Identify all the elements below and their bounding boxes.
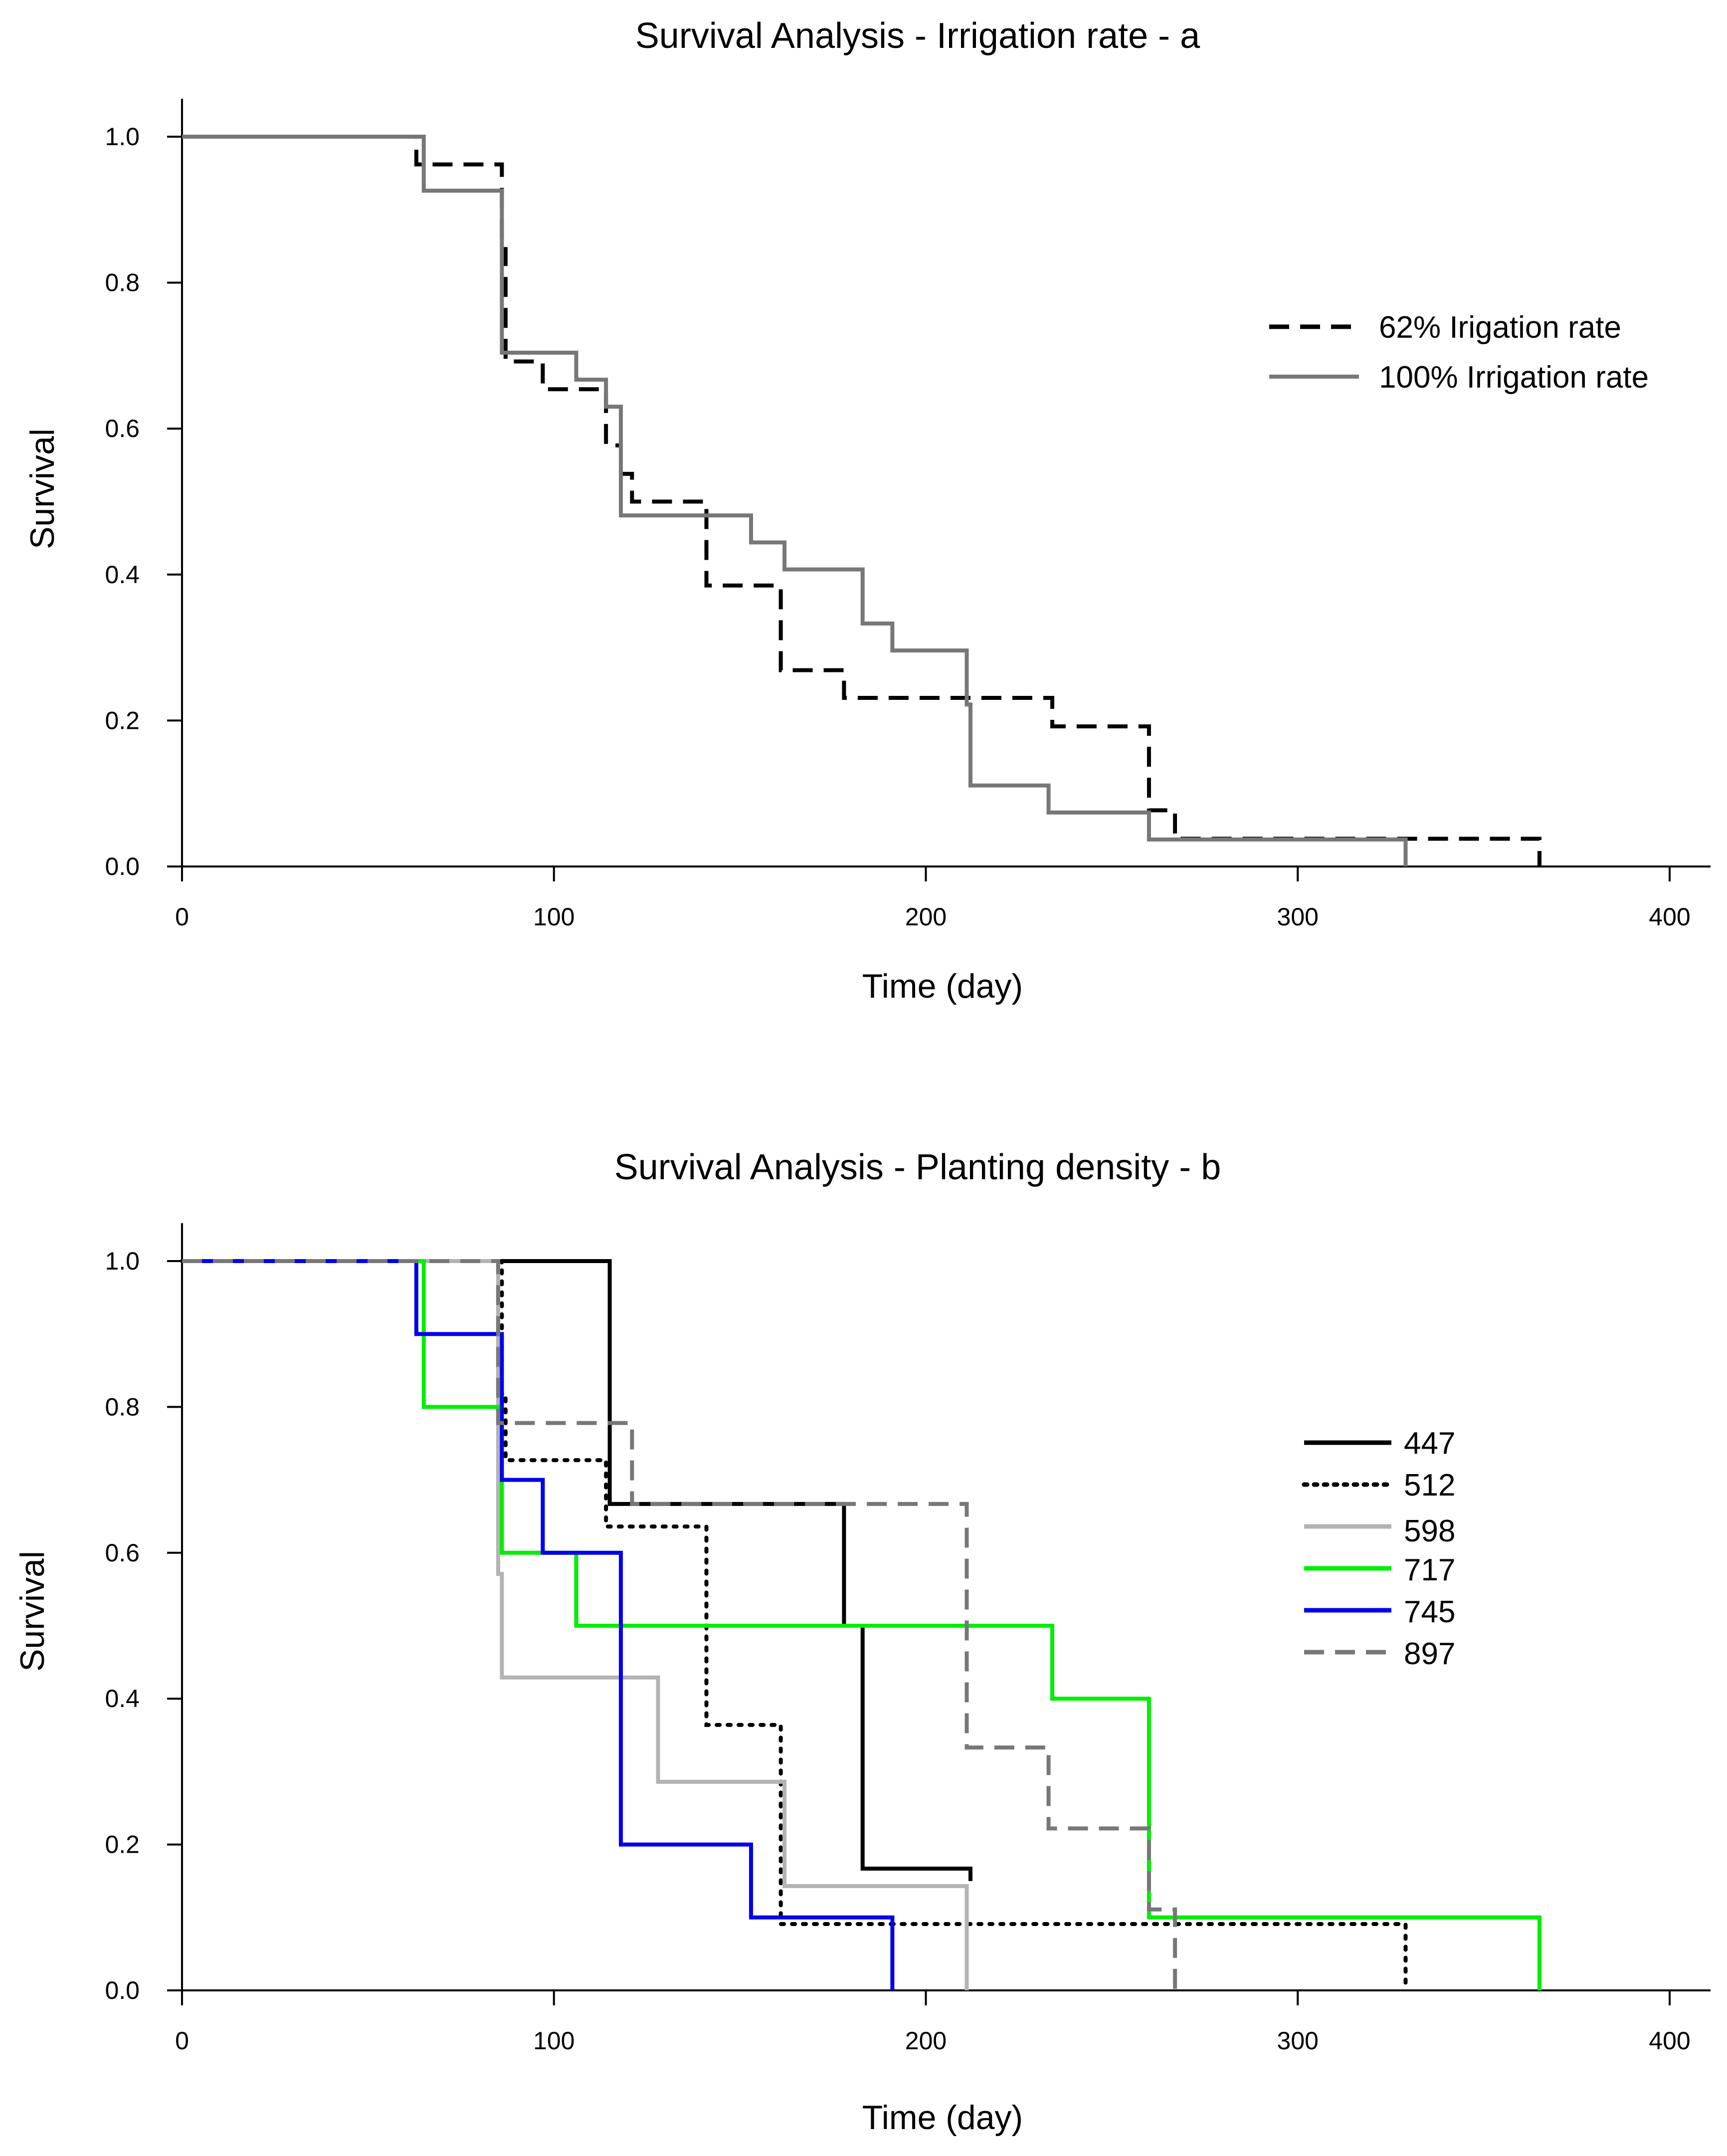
y-tick-label: 0.2 — [105, 1831, 140, 1859]
chart-title-b: Survival Analysis - Planting density - b — [614, 1147, 1221, 1187]
x-tick-label: 100 — [533, 903, 575, 931]
y-tick-label: 0.0 — [105, 1976, 140, 2004]
chart-title-a: Survival Analysis - Irrigation rate - a — [635, 16, 1200, 56]
x-axis-label-a: Time (day) — [862, 967, 1023, 1005]
y-tick-label: 0.0 — [105, 853, 140, 880]
x-tick-label: 200 — [905, 2027, 947, 2055]
legend-b: 447 512 598 717 745 897 — [1302, 1426, 1455, 1671]
legend-label-745: 745 — [1404, 1595, 1455, 1629]
series-line-100-irrigation-rate — [182, 135, 1408, 866]
axes-b: 0.0 0.2 0.4 0.6 0.8 1.0 0 100 200 300 400 — [105, 1223, 1711, 2055]
legend-label-512: 512 — [1404, 1468, 1455, 1503]
series-line-598 — [182, 1259, 969, 1990]
y-tick-label: 1.0 — [105, 1247, 140, 1275]
series-line-897 — [182, 1259, 1177, 1990]
y-axis-label-a: Survival — [23, 429, 61, 549]
legend-label-598: 598 — [1404, 1514, 1455, 1548]
legend-label-717: 717 — [1404, 1553, 1455, 1587]
series-line-745 — [182, 1259, 895, 1990]
y-tick-label: 0.8 — [105, 269, 140, 297]
panel-irrigation-rate: Survival Analysis - Irrigation rate - a … — [23, 16, 1711, 1005]
series-group-a — [182, 135, 1541, 866]
series-line-62-irigation-rate — [182, 135, 1541, 866]
x-tick-label: 300 — [1277, 2027, 1319, 2055]
series-line-717 — [182, 1259, 1541, 1990]
y-tick-label: 0.4 — [105, 1685, 140, 1713]
legend-label-62: 62% Irigation rate — [1379, 310, 1621, 345]
series-group-b — [180, 1259, 1541, 1992]
x-tick-label: 0 — [175, 903, 189, 931]
x-tick-label: 300 — [1277, 903, 1319, 931]
x-tick-label: 200 — [905, 903, 947, 931]
x-tick-label: 400 — [1649, 903, 1690, 931]
y-tick-label: 0.4 — [105, 561, 140, 589]
legend-a: 62% Irigation rate 100% Irrigation rate — [1269, 310, 1649, 395]
legend-label-447: 447 — [1404, 1426, 1455, 1461]
x-tick-label: 400 — [1649, 2027, 1690, 2055]
y-axis-label-b: Survival — [13, 1551, 51, 1672]
y-tick-label: 0.2 — [105, 706, 140, 734]
axes-a: 0.0 0.2 0.4 0.6 0.8 1.0 0 100 200 300 400 — [105, 99, 1711, 931]
legend-label-100: 100% Irrigation rate — [1379, 360, 1649, 395]
y-tick-label: 0.6 — [105, 1539, 140, 1567]
panel-planting-density: Survival Analysis - Planting density - b… — [13, 1147, 1711, 2137]
y-tick-label: 0.8 — [105, 1393, 140, 1421]
x-tick-label: 0 — [175, 2027, 189, 2055]
x-axis-label-b: Time (day) — [862, 2099, 1023, 2137]
y-tick-label: 1.0 — [105, 123, 140, 151]
y-tick-label: 0.6 — [105, 415, 140, 442]
x-tick-label: 100 — [533, 2027, 575, 2055]
legend-label-897: 897 — [1404, 1637, 1455, 1671]
